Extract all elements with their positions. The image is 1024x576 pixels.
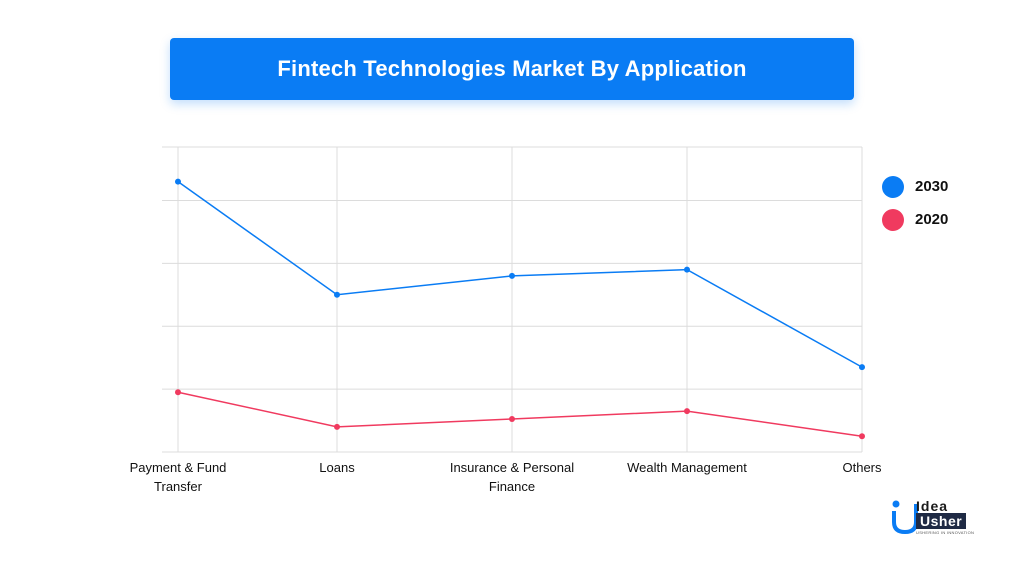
x-tick-label-2: Insurance & Personal Finance — [450, 460, 574, 494]
data-point-2020-4 — [859, 433, 865, 440]
legend-label-2030: 2030 — [915, 178, 949, 195]
x-tick-label-3: Wealth Management — [627, 460, 747, 475]
legend-label-2020: 2020 — [915, 211, 949, 228]
x-tick-label-line: Loans — [319, 460, 355, 475]
legend: 2030 2020 — [882, 170, 948, 236]
x-tick-label-line: Finance — [489, 479, 535, 494]
legend-item-2030: 2030 — [882, 170, 948, 203]
x-tick-label-line: Insurance & Personal — [450, 460, 574, 475]
series-line-2020 — [177, 391, 863, 438]
x-tick-label-line: Others — [842, 460, 882, 475]
data-point-2020-0 — [175, 389, 181, 396]
data-point-2020-3 — [684, 408, 690, 415]
logo-idea-text: Idea — [916, 498, 949, 514]
data-point-2030-1 — [334, 291, 340, 298]
legend-dot-2020 — [882, 208, 904, 231]
chart-title: Fintech Technologies Market By Applicati… — [277, 56, 747, 81]
x-tick-label-line: Payment & Fund — [130, 460, 227, 475]
logo-u-icon — [892, 500, 918, 534]
x-tick-label-line: Transfer — [154, 479, 203, 494]
title-banner: Fintech Technologies Market By Applicati… — [170, 38, 854, 100]
data-point-2020-1 — [334, 423, 340, 430]
x-tick-label-0: Payment & Fund Transfer — [130, 460, 227, 494]
data-point-2020-2 — [509, 415, 515, 422]
x-tick-label-line: Wealth Management — [627, 460, 747, 475]
data-point-2030-4 — [859, 364, 865, 371]
data-point-2030-0 — [175, 178, 181, 185]
idea-usher-logo: Idea Usher USHERING IN INNOVATION — [892, 498, 988, 538]
logo-usher-text: Usher — [916, 513, 967, 529]
legend-item-2020: 2020 — [882, 203, 948, 236]
legend-dot-2030 — [882, 175, 904, 198]
x-tick-label-4: Others — [842, 460, 882, 475]
data-point-2030-3 — [684, 266, 690, 273]
x-tick-label-1: Loans — [319, 460, 355, 475]
data-point-2030-2 — [509, 272, 515, 279]
logo-tagline: USHERING IN INNOVATION — [916, 530, 975, 535]
series-line-2030 — [177, 180, 863, 368]
